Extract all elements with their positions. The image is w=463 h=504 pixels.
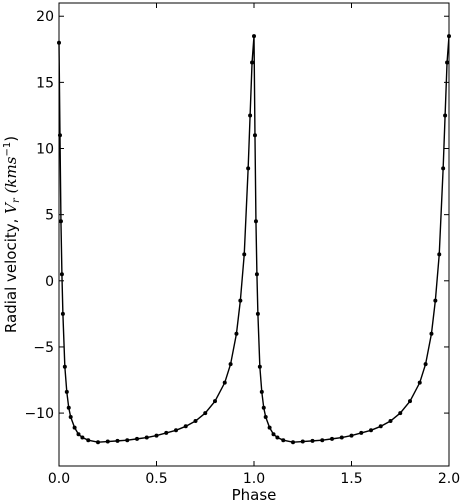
data-point (263, 415, 268, 420)
y-axis-label-symbol: V (2, 201, 20, 214)
data-point (320, 438, 325, 443)
data-point (96, 440, 100, 445)
data-point (62, 364, 67, 369)
data-point (423, 362, 428, 367)
data-point (253, 219, 258, 224)
y-axis-label-exponent: −1 (2, 142, 13, 157)
data-point (359, 430, 364, 435)
data-point (254, 272, 259, 277)
data-point (408, 399, 412, 404)
y-axis-label: Radial velocity, Vr (kms−1) (2, 136, 22, 333)
data-point (291, 440, 295, 445)
data-point (213, 399, 217, 404)
data-point (115, 438, 120, 443)
y-tick-label: 5 (45, 208, 54, 224)
y-tick-label: −5 (33, 340, 54, 356)
y-tick-label: −10 (24, 406, 54, 422)
data-point (275, 435, 280, 440)
data-point (125, 438, 130, 443)
data-point (349, 433, 354, 438)
data-point (300, 439, 305, 444)
data-point (222, 380, 227, 385)
data-point (369, 428, 373, 433)
y-axis-label-units: (kms (2, 156, 20, 198)
data-point (259, 389, 264, 394)
data-point (68, 415, 73, 420)
data-point (441, 166, 446, 171)
data-point (105, 439, 110, 444)
data-point (238, 298, 243, 303)
data-point (433, 298, 438, 303)
data-point (252, 133, 257, 138)
data-point (58, 219, 63, 224)
data-point (234, 331, 239, 336)
y-axis-label-units-close: ) (2, 136, 20, 142)
data-point (252, 34, 256, 39)
x-tick-label: 0.0 (48, 471, 70, 487)
data-point (281, 438, 286, 443)
plot-area-frame (58, 2, 450, 467)
data-point (246, 166, 251, 171)
y-tick-label: 0 (45, 274, 54, 290)
data-point (76, 432, 81, 437)
data-point (417, 380, 422, 385)
data-point (86, 438, 91, 443)
data-point (398, 411, 403, 416)
data-point (267, 425, 272, 430)
data-point (261, 405, 266, 410)
data-point (330, 436, 334, 441)
y-axis-label-subscript: r (11, 197, 22, 203)
data-point (255, 311, 260, 316)
data-point (64, 389, 69, 394)
data-point (193, 419, 198, 424)
data-point (59, 272, 64, 277)
data-point (242, 252, 247, 257)
data-point (228, 362, 233, 367)
data-point (72, 425, 77, 430)
data-point (164, 430, 169, 435)
data-point (183, 424, 188, 429)
x-tick-label: 1.0 (243, 471, 265, 487)
data-point (445, 60, 450, 65)
data-point (80, 435, 85, 440)
data-point (378, 424, 383, 429)
data-point (388, 419, 393, 424)
data-point (66, 405, 71, 410)
data-point (257, 364, 262, 369)
data-point (443, 113, 448, 118)
data-point (250, 60, 255, 65)
y-tick-label: 20 (36, 9, 54, 25)
data-point (174, 428, 178, 433)
x-axis-label: Phase (232, 486, 277, 504)
data-point (154, 433, 159, 438)
data-point (310, 438, 315, 443)
x-tick-label: 0.5 (145, 471, 167, 487)
series-layer (57, 34, 451, 445)
data-point (339, 435, 344, 440)
series-line (58, 36, 450, 443)
data-point (135, 436, 139, 441)
y-tick-label: 15 (36, 75, 54, 91)
data-point (248, 113, 253, 118)
y-axis-label-text: Radial velocity, (2, 214, 20, 333)
data-point (144, 435, 149, 440)
x-tick-label: 2.0 (438, 471, 460, 487)
data-point (271, 432, 276, 437)
ticks-layer: 0.0 0.5 1.0 1.5 2.0 −10 −5 0 5 10 15 20 (24, 3, 460, 487)
data-point (429, 331, 434, 336)
data-point (60, 311, 65, 316)
x-tick-label: 1.5 (340, 471, 362, 487)
data-point (203, 411, 208, 416)
y-tick-label: 10 (36, 142, 54, 158)
data-point (437, 252, 442, 257)
